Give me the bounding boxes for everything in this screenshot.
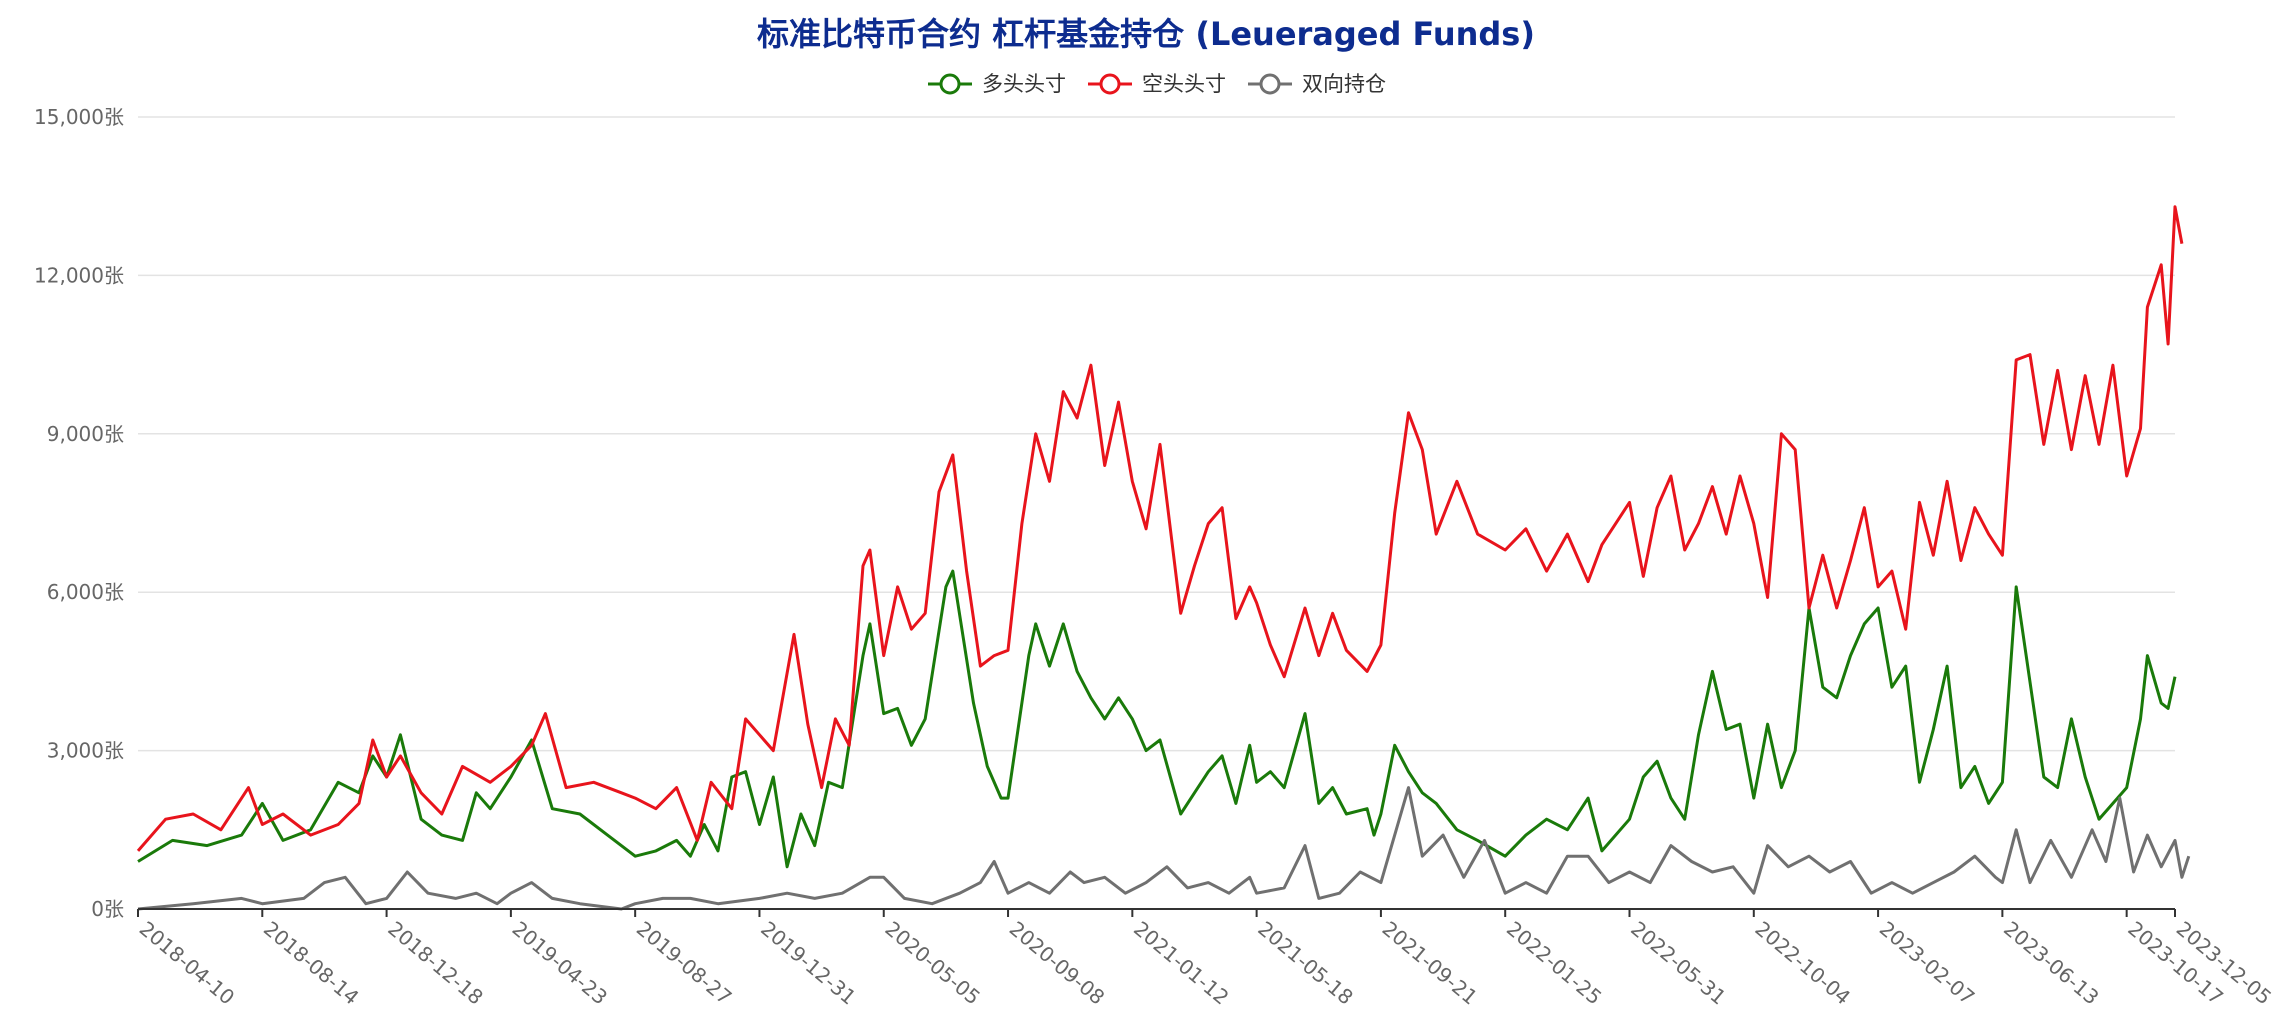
x-tick-label: 2018-08-14 <box>259 916 363 1009</box>
x-tick-label: 2023-02-07 <box>1875 916 1979 1009</box>
legend-label: 空头头寸 <box>1142 72 1226 96</box>
y-axis: 0张 3,000张 6,000张 9,000张 12,000张 15,000张 <box>34 105 124 921</box>
grid-lines <box>138 116 2175 752</box>
x-tick-label: 2021-01-12 <box>1129 916 1233 1009</box>
x-tick-label: 2022-05-31 <box>1626 916 1730 1009</box>
x-tick-label: 2023-06-13 <box>1999 916 2103 1009</box>
legend-label: 双向持仓 <box>1302 72 1386 96</box>
legend-marker <box>1259 73 1281 95</box>
x-tick-label: 2018-12-18 <box>383 916 487 1009</box>
legend-item-2[interactable]: 空头头寸 <box>1088 72 1226 96</box>
x-tick-label: 2019-04-23 <box>508 916 612 1009</box>
x-tick-label: 2021-05-18 <box>1253 916 1357 1009</box>
y-tick-label: 0张 <box>91 897 124 921</box>
x-tick-label: 2022-01-25 <box>1502 916 1606 1009</box>
series-line-3 <box>137 786 2191 911</box>
legend-marker <box>1099 73 1121 95</box>
x-tick-label: 2019-12-31 <box>756 916 860 1009</box>
series-lines <box>136 205 2191 911</box>
series-line-2 <box>136 205 2184 852</box>
x-tick-label: 2020-05-05 <box>881 916 985 1009</box>
legend-marker <box>939 73 961 95</box>
x-tick-label: 2022-10-04 <box>1751 916 1855 1009</box>
x-tick-label: 2019-08-27 <box>632 916 736 1009</box>
legend[interactable]: 多头头寸 空头头寸 双向持仓 <box>928 72 1386 96</box>
x-tick-label: 2018-04-10 <box>135 916 239 1009</box>
y-tick-label: 9,000张 <box>47 422 124 446</box>
x-tick-label: 2021-09-21 <box>1378 916 1482 1009</box>
y-tick-label: 3,000张 <box>47 739 124 763</box>
series-line-1 <box>137 569 2177 869</box>
y-tick-label: 15,000张 <box>34 105 124 129</box>
y-tick-label: 6,000张 <box>47 580 124 604</box>
legend-item-3[interactable]: 双向持仓 <box>1248 72 1386 96</box>
x-tick-label: 2020-09-08 <box>1005 916 1109 1009</box>
legend-label: 多头头寸 <box>982 72 1066 96</box>
y-tick-label: 12,000张 <box>34 263 124 287</box>
legend-item-1[interactable]: 多头头寸 <box>928 72 1066 96</box>
x-tick-labels: 2018-04-10 2018-08-14 2018-12-18 2019-04-23… <box>135 916 2276 1009</box>
chart-title: 标准比特币合约 杠杆基金持仓 (Leueraged Funds) <box>757 15 1535 53</box>
x-axis <box>137 908 2176 917</box>
